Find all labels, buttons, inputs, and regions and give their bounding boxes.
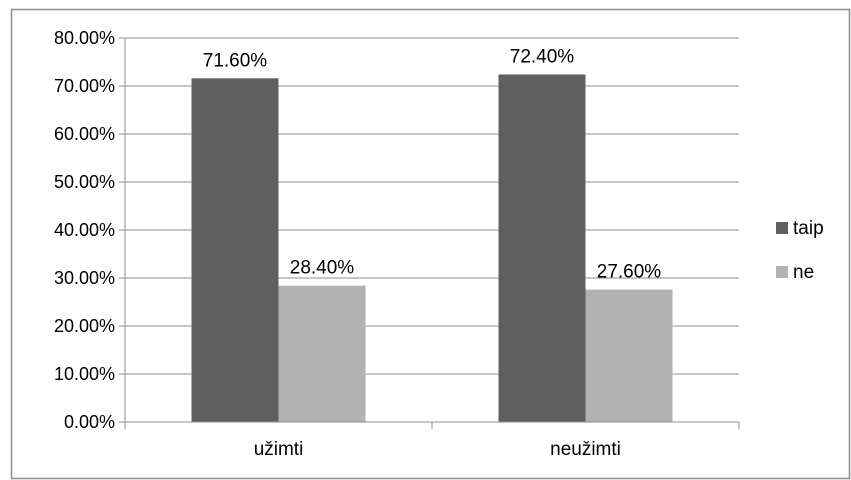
y-tick-label: 0.00% bbox=[64, 412, 115, 432]
x-axis-categories: užimti neužimti bbox=[254, 439, 621, 460]
bar-taip-2 bbox=[498, 74, 586, 422]
legend-label: taip bbox=[793, 218, 824, 239]
y-tick-label: 70.00% bbox=[54, 76, 115, 96]
data-labels: 71.60% 28.40% 72.40% 27.60% bbox=[203, 46, 662, 282]
y-tick-label: 60.00% bbox=[54, 124, 115, 144]
y-tick-label: 10.00% bbox=[54, 364, 115, 384]
legend-swatch-taip bbox=[776, 222, 788, 234]
y-tick-label: 80.00% bbox=[54, 28, 115, 48]
x-category-label: neužimti bbox=[550, 439, 621, 460]
y-tick-label: 40.00% bbox=[54, 220, 115, 240]
chart-frame bbox=[10, 8, 851, 480]
data-label: 72.40% bbox=[510, 46, 575, 67]
data-label: 71.60% bbox=[203, 50, 268, 71]
data-label: 28.40% bbox=[290, 258, 355, 279]
y-tick-label: 20.00% bbox=[54, 316, 115, 336]
bar-ne-2 bbox=[585, 289, 673, 422]
legend: taip ne bbox=[776, 218, 824, 283]
bars bbox=[191, 74, 673, 422]
x-category-label: užimti bbox=[254, 439, 304, 460]
y-axis-ticks: 0.00% 10.00% 20.00% 30.00% 40.00% 50.00% 60.00… bbox=[54, 28, 125, 432]
legend-label: ne bbox=[793, 262, 814, 283]
bar-taip-1 bbox=[191, 78, 279, 422]
legend-swatch-ne bbox=[776, 266, 788, 278]
y-tick-label: 30.00% bbox=[54, 268, 115, 288]
data-label: 27.60% bbox=[597, 262, 662, 283]
y-tick-label: 50.00% bbox=[54, 172, 115, 192]
bar-ne-1 bbox=[278, 285, 366, 422]
